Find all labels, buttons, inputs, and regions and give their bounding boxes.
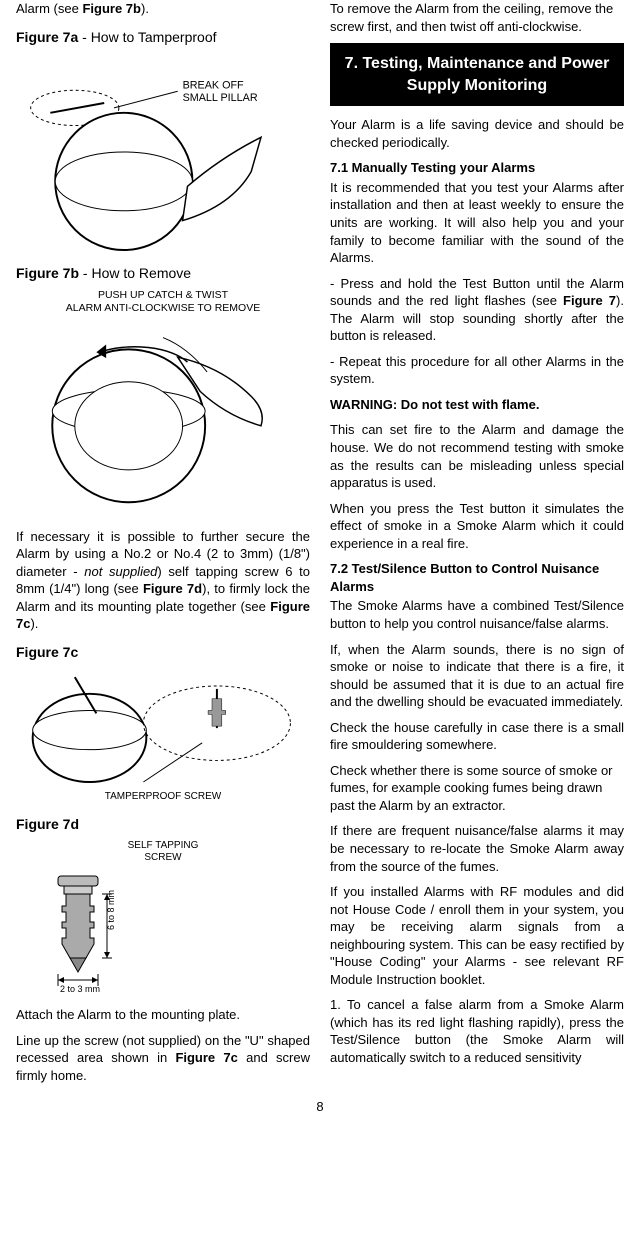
left-column: Alarm (see Figure 7b). Figure 7a - How t… xyxy=(16,0,310,1092)
figure-7d-title: Figure 7d xyxy=(16,815,310,834)
caption-line: ALARM ANTI-CLOCKWISE TO REMOVE xyxy=(66,302,260,314)
text: ). xyxy=(141,1,149,16)
paragraph: Line up the screw (not supplied) on the … xyxy=(16,1032,310,1085)
figure-caption: - How to Tamperproof xyxy=(78,29,216,45)
paragraph: If necessary it is possible to further s… xyxy=(16,528,310,633)
figure-7b-title: Figure 7b - How to Remove xyxy=(16,264,310,283)
figure-7a: BREAK OFF SMALL PILLAR xyxy=(16,52,310,252)
figure-7c-title: Figure 7c xyxy=(16,643,310,662)
figure-label: Figure 7d xyxy=(16,816,79,832)
svg-text:6 to 8 mm: 6 to 8 mm xyxy=(106,890,116,930)
paragraph: - Repeat this procedure for all other Al… xyxy=(330,353,624,388)
heading-7-1: 7.1 Manually Testing your Alarms xyxy=(330,159,624,177)
paragraph: If, when the Alarm sounds, there is no s… xyxy=(330,641,624,711)
figure-label: Figure 7c xyxy=(16,644,78,660)
section-7-banner: 7. Testing, Maintenance and Power Supply… xyxy=(330,43,624,106)
figure-7b-caption: PUSH UP CATCH & TWIST ALARM ANTI-CLOCKWI… xyxy=(16,289,310,315)
caption: TAMPERPROOF SCREW xyxy=(16,790,310,804)
text: ). xyxy=(30,616,38,631)
caption-line: SCREW xyxy=(144,852,181,863)
figure-7d: SELF TAPPING SCREW 6 to 8 mm 2 to 3 xyxy=(16,840,310,994)
svg-text:2 to 3 mm: 2 to 3 mm xyxy=(60,984,100,994)
paragraph: Your Alarm is a life saving device and s… xyxy=(330,116,624,151)
warning-heading: WARNING: Do not test with flame. xyxy=(330,396,624,414)
figure-ref: Figure 7c xyxy=(175,1050,237,1065)
paragraph: Attach the Alarm to the mounting plate. xyxy=(16,1006,310,1024)
figure-ref: Figure 7 xyxy=(563,293,616,308)
paragraph: To remove the Alarm from the ceiling, re… xyxy=(330,0,624,35)
paragraph: Check whether there is some source of sm… xyxy=(330,762,624,815)
figure-7c: TAMPERPROOF SCREW xyxy=(16,668,310,804)
page-number: 8 xyxy=(0,1092,640,1120)
caption-line: PUSH UP CATCH & TWIST xyxy=(98,289,228,301)
paragraph: When you press the Test button it simula… xyxy=(330,500,624,553)
figure-ref: Figure 7d xyxy=(143,581,202,596)
caption: SELF TAPPING SCREW xyxy=(16,840,310,864)
page-container: Alarm (see Figure 7b). Figure 7a - How t… xyxy=(0,0,640,1092)
paragraph: - Press and hold the Test Button until t… xyxy=(330,275,624,345)
svg-text:BREAK OFF: BREAK OFF xyxy=(183,80,244,92)
figure-7c-svg xyxy=(16,668,310,798)
paragraph: Check the house carefully in case there … xyxy=(330,719,624,754)
figure-7d-svg: 6 to 8 mm 2 to 3 mm xyxy=(16,864,176,994)
heading-7-2: 7.2 Test/Silence Button to Control Nuisa… xyxy=(330,560,624,595)
text-italic: not supplied xyxy=(84,564,157,579)
paragraph: If you installed Alarms with RF modules … xyxy=(330,883,624,988)
svg-text:SMALL PILLAR: SMALL PILLAR xyxy=(183,92,258,104)
text-line: Alarm (see Figure 7b). xyxy=(16,0,310,18)
figure-caption: - How to Remove xyxy=(79,265,191,281)
caption-line: SELF TAPPING xyxy=(128,840,199,851)
right-column: To remove the Alarm from the ceiling, re… xyxy=(330,0,624,1092)
figure-7a-svg: BREAK OFF SMALL PILLAR xyxy=(16,52,310,252)
figure-7a-title: Figure 7a - How to Tamperproof xyxy=(16,28,310,47)
paragraph: It is recommended that you test your Ala… xyxy=(330,179,624,267)
figure-label: Figure 7b xyxy=(16,265,79,281)
figure-7b: PUSH UP CATCH & TWIST ALARM ANTI-CLOCKWI… xyxy=(16,289,310,515)
text: Alarm (see xyxy=(16,1,82,16)
figure-7b-svg xyxy=(16,316,310,516)
figure-label: Figure 7a xyxy=(16,29,78,45)
paragraph: The Smoke Alarms have a combined Test/Si… xyxy=(330,597,624,632)
paragraph: If there are frequent nuisance/false ala… xyxy=(330,822,624,875)
paragraph: 1. To cancel a false alarm from a Smoke … xyxy=(330,996,624,1066)
paragraph: This can set fire to the Alarm and damag… xyxy=(330,421,624,491)
figure-ref: Figure 7b xyxy=(82,1,141,16)
